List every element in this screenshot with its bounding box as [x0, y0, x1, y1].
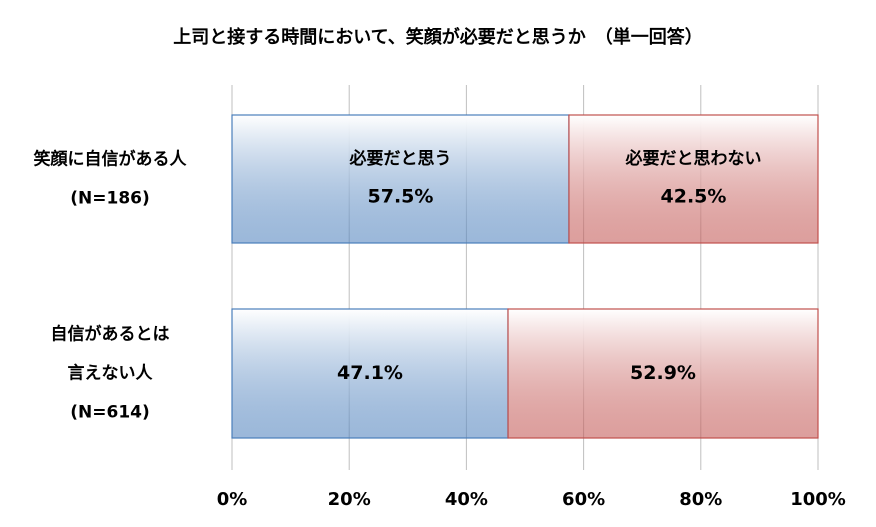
x-tick-label: 60%: [562, 489, 605, 510]
category-label: 自信があるとは: [51, 324, 170, 345]
x-tick-label: 20%: [328, 489, 371, 510]
value-label: 47.1%: [337, 362, 403, 384]
chart-title: 上司と接する時間において、笑顔が必要だと思うか （単一回答）: [173, 26, 703, 48]
bar: [568, 114, 819, 244]
x-tick-label: 0%: [217, 489, 248, 510]
category-label: (N=186): [70, 189, 150, 209]
value-label: 57.5%: [368, 186, 434, 208]
category-label: 言えない人: [68, 363, 154, 384]
x-tick-label: 40%: [445, 489, 488, 510]
value-label: 52.9%: [630, 362, 696, 384]
category-label: (N=614): [70, 403, 150, 423]
value-label: 42.5%: [661, 186, 727, 208]
legend-label: 必要だと思う: [348, 148, 451, 169]
x-tick-label: 80%: [679, 489, 722, 510]
bar: [231, 114, 570, 244]
bar: [507, 308, 819, 439]
legend-label: 必要だと思わない: [624, 148, 761, 169]
bar: [231, 308, 509, 439]
category-label: 笑顔に自信がある人: [34, 149, 188, 170]
x-tick-label: 100%: [790, 489, 846, 510]
